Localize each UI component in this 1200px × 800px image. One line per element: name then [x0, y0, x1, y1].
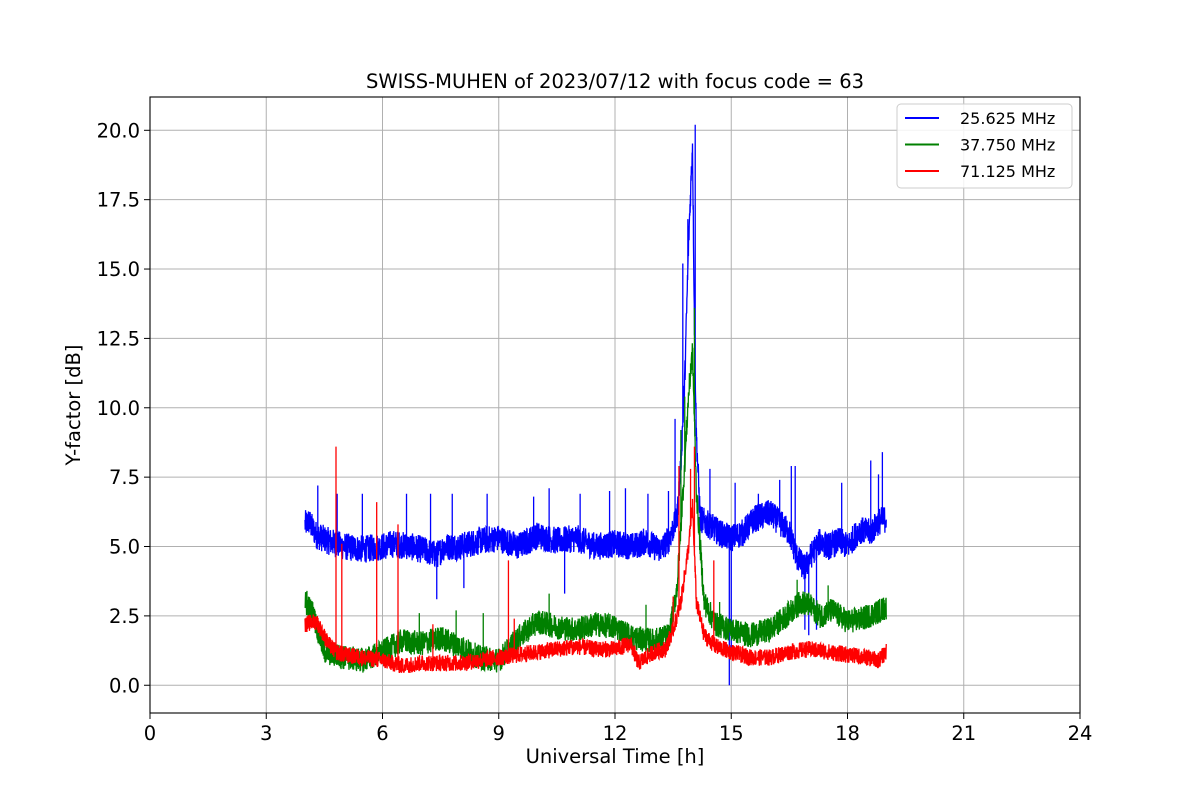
y-axis-label: Y-factor [dB]	[62, 345, 85, 467]
x-tick-label: 0	[144, 722, 156, 745]
axis-ticks: 0 3 6 9 12 15 18 21 24 0.0 2.5 5.0 7.5 10.0 12.5 15.0 17…	[97, 119, 1093, 745]
x-tick-label: 12	[603, 722, 628, 745]
series-group	[304, 124, 887, 686]
x-tick-label: 3	[260, 722, 272, 745]
y-tick-label: 0.0	[109, 674, 140, 697]
chart-title: SWISS-MUHEN of 2023/07/12 with focus cod…	[366, 70, 864, 93]
y-tick-label: 7.5	[109, 466, 140, 489]
y-tick-label: 5.0	[109, 536, 140, 559]
series-line	[304, 124, 887, 686]
legend-label: 25.625 MHz	[960, 109, 1055, 128]
x-tick-label: 21	[951, 722, 976, 745]
legend-box	[896, 103, 1073, 189]
legend: 25.625 MHz 37.750 MHz 71.125 MHz	[896, 103, 1073, 189]
x-tick-label: 24	[1068, 722, 1093, 745]
series-line	[304, 307, 887, 673]
legend-label: 71.125 MHz	[960, 162, 1055, 181]
y-tick-label: 15.0	[97, 258, 140, 281]
y-tick-label: 2.5	[109, 605, 140, 628]
x-tick-label: 6	[376, 722, 388, 745]
y-tick-label: 12.5	[97, 327, 140, 350]
y-tick-label: 20.0	[97, 119, 140, 142]
y-tick-label: 10.0	[97, 397, 140, 420]
x-tick-label: 15	[719, 722, 744, 745]
x-axis-label: Universal Time [h]	[526, 745, 705, 768]
legend-label: 37.750 MHz	[960, 136, 1055, 155]
series-line	[304, 446, 887, 674]
x-tick-label: 18	[835, 722, 860, 745]
y-tick-label: 17.5	[97, 189, 140, 212]
x-tick-label: 9	[493, 722, 505, 745]
